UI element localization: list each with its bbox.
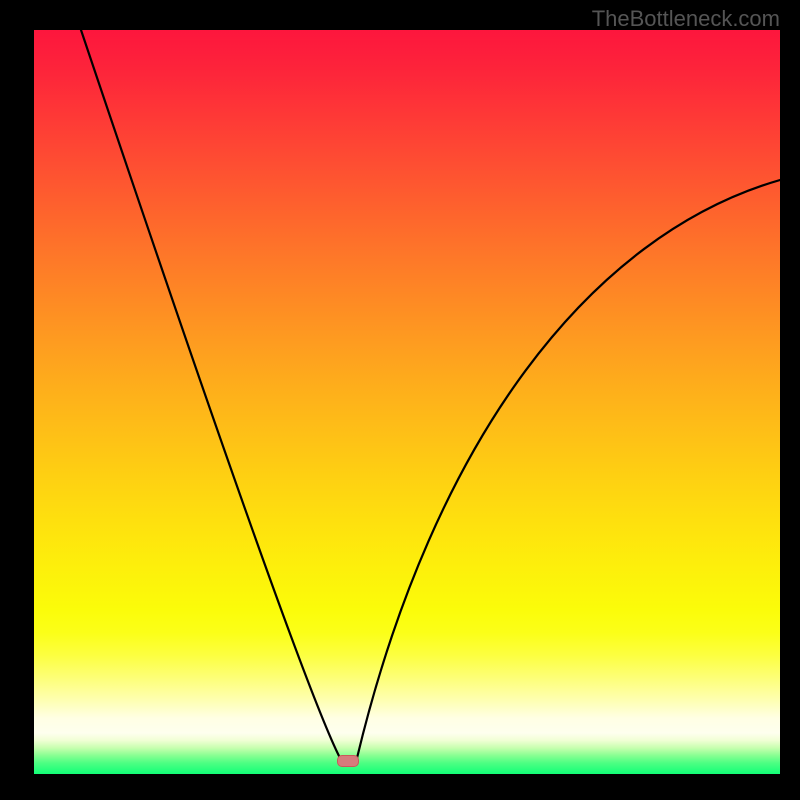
minimum-marker [337, 755, 359, 767]
bottleneck-curve [34, 30, 780, 774]
chart-container: TheBottleneck.com [0, 0, 800, 800]
watermark-text: TheBottleneck.com [592, 6, 780, 32]
plot-area [34, 30, 780, 774]
